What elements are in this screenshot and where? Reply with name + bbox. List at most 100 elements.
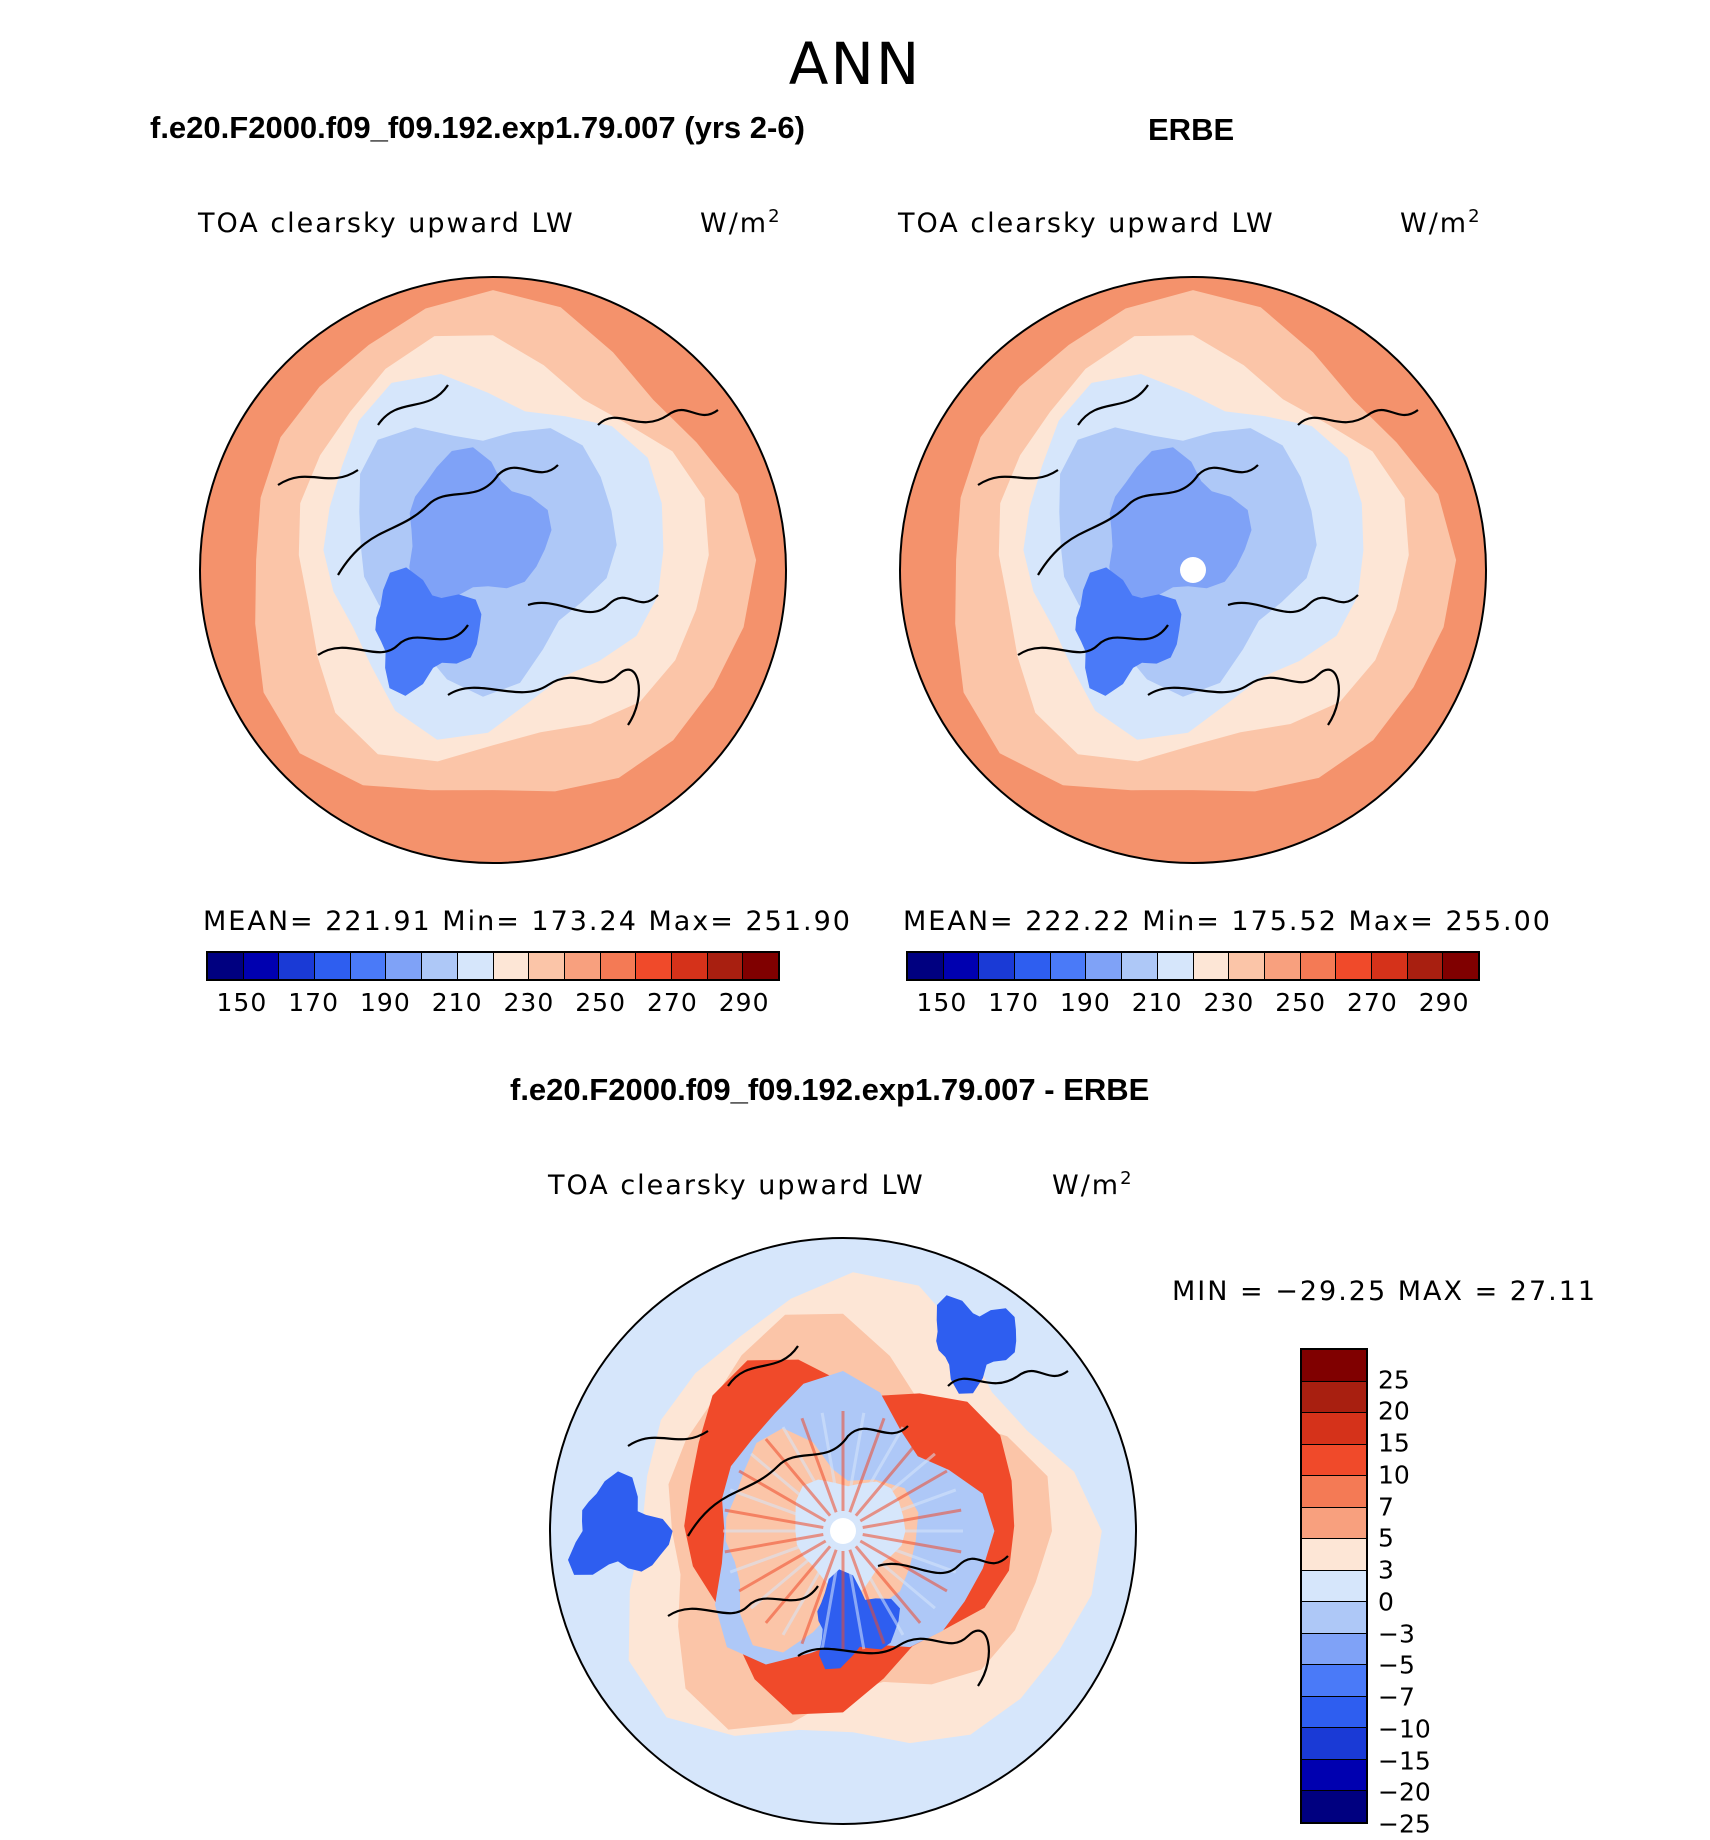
colorbar-swatch — [636, 953, 672, 979]
colorbar-tick-label: 150 — [216, 988, 268, 1017]
obs-units-label: W/m2 — [1400, 206, 1482, 239]
model-variable-label: TOA clearsky upward LW — [198, 208, 575, 239]
colorbar-swatch — [1302, 1381, 1366, 1414]
colorbar-swatch — [243, 953, 280, 979]
model-colorbar — [206, 951, 780, 981]
colorbar-swatch — [1302, 1570, 1366, 1603]
colorbar-tick-label: 0 — [1378, 1587, 1394, 1617]
colorbar-swatch — [1122, 953, 1158, 979]
colorbar-swatch — [1015, 953, 1051, 979]
colorbar-tick-label: 20 — [1378, 1396, 1410, 1426]
colorbar-tick-label: 210 — [1131, 988, 1183, 1017]
colorbar-tick-label: 170 — [288, 988, 339, 1017]
colorbar-swatch — [529, 953, 565, 979]
colorbar-swatch — [671, 953, 708, 979]
colorbar-swatch — [386, 953, 423, 979]
obs-colorbar — [906, 951, 1480, 981]
season-title: ANN — [788, 30, 922, 98]
colorbar-swatch — [564, 953, 601, 979]
colorbar-tick-label: 270 — [647, 988, 698, 1017]
colorbar-tick-label: 230 — [1203, 988, 1255, 1017]
colorbar-swatch — [979, 953, 1016, 979]
colorbar-swatch — [1302, 1476, 1366, 1508]
colorbar-tick-label: −10 — [1378, 1714, 1431, 1744]
obs-stats: MEAN= 222.22 Min= 175.52 Max= 255.00 — [903, 906, 1552, 937]
colorbar-swatch — [707, 953, 744, 979]
diff-colorbar — [1300, 1348, 1368, 1824]
colorbar-swatch — [1086, 953, 1123, 979]
model-stats: MEAN= 221.91 Min= 173.24 Max= 251.90 — [203, 906, 852, 937]
colorbar-tick-label: −25 — [1378, 1809, 1431, 1839]
colorbar-swatch — [1302, 1633, 1366, 1666]
colorbar-swatch — [1157, 953, 1194, 979]
colorbar-swatch — [1336, 953, 1372, 979]
colorbar-tick-label: −3 — [1378, 1619, 1415, 1649]
diff-variable-label: TOA clearsky upward LW — [548, 1170, 925, 1201]
colorbar-swatch — [350, 953, 387, 979]
colorbar-swatch — [1302, 1350, 1366, 1382]
colorbar-swatch — [1300, 953, 1337, 979]
colorbar-swatch — [943, 953, 980, 979]
diff-stats: MIN = −29.25 MAX = 27.11 — [1172, 1276, 1598, 1307]
colorbar-tick-label: 250 — [1275, 988, 1326, 1017]
model-units-label: W/m2 — [700, 206, 782, 239]
colorbar-swatch — [1264, 953, 1301, 979]
diff-colorbar-ticks: 25 20 15 10 7 5 3 0 −3 −5 −7 −10 −15 −20 −25 — [1378, 1348, 1498, 1838]
obs-case-title: ERBE — [1148, 112, 1235, 147]
colorbar-swatch — [1302, 1759, 1366, 1792]
colorbar-tick-label: 3 — [1378, 1555, 1394, 1585]
colorbar-tick-label: 290 — [1418, 988, 1470, 1017]
colorbar-swatch — [600, 953, 637, 979]
colorbar-tick-label: 25 — [1378, 1365, 1410, 1395]
colorbar-swatch — [1302, 1728, 1366, 1760]
colorbar-tick-label: 230 — [503, 988, 555, 1017]
colorbar-swatch — [1302, 1539, 1366, 1571]
colorbar-swatch — [1302, 1665, 1366, 1697]
colorbar-swatch — [208, 953, 244, 979]
colorbar-swatch — [315, 953, 351, 979]
colorbar-swatch — [1302, 1791, 1366, 1822]
colorbar-swatch — [279, 953, 316, 979]
colorbar-swatch — [1407, 953, 1444, 979]
diff-case-title: f.e20.F2000.f09_f09.192.exp1.79.007 - ER… — [510, 1072, 1150, 1107]
colorbar-swatch — [493, 953, 530, 979]
colorbar-swatch — [1302, 1413, 1366, 1445]
colorbar-tick-label: 150 — [916, 988, 968, 1017]
model-case-title: f.e20.F2000.f09_f09.192.exp1.79.007 (yrs… — [150, 110, 805, 145]
colorbar-tick-label: 210 — [431, 988, 483, 1017]
colorbar-tick-label: 15 — [1378, 1428, 1410, 1458]
colorbar-tick-label: 250 — [575, 988, 626, 1017]
colorbar-swatch — [1302, 1696, 1366, 1729]
colorbar-tick-label: 270 — [1347, 988, 1398, 1017]
colorbar-swatch — [1302, 1507, 1366, 1540]
colorbar-tick-label: 290 — [718, 988, 770, 1017]
colorbar-tick-label: 190 — [360, 988, 411, 1017]
colorbar-tick-label: −7 — [1378, 1682, 1415, 1712]
colorbar-swatch — [908, 953, 944, 979]
colorbar-tick-label: 10 — [1378, 1460, 1410, 1490]
colorbar-tick-label: 190 — [1060, 988, 1111, 1017]
colorbar-swatch — [422, 953, 458, 979]
colorbar-swatch — [1302, 1444, 1366, 1477]
obs-polar-map — [899, 276, 1487, 864]
colorbar-swatch — [457, 953, 494, 979]
colorbar-tick-label: 170 — [988, 988, 1039, 1017]
obs-variable-label: TOA clearsky upward LW — [898, 208, 1275, 239]
colorbar-swatch — [1193, 953, 1230, 979]
colorbar-tick-label: −5 — [1378, 1650, 1415, 1680]
colorbar-swatch — [1371, 953, 1408, 979]
colorbar-swatch — [743, 953, 778, 979]
colorbar-swatch — [1302, 1602, 1366, 1634]
colorbar-swatch — [1050, 953, 1087, 979]
colorbar-tick-label: 7 — [1378, 1492, 1394, 1522]
colorbar-swatch — [1229, 953, 1265, 979]
colorbar-tick-label: −20 — [1378, 1777, 1431, 1807]
obs-colorbar-ticks: 150 170 190 210 230 250 270 290 — [906, 988, 1480, 1018]
model-polar-map — [199, 276, 787, 864]
diff-units-label: W/m2 — [1052, 1168, 1134, 1201]
colorbar-tick-label: −15 — [1378, 1746, 1431, 1776]
colorbar-tick-label: 5 — [1378, 1523, 1394, 1553]
diff-polar-map — [549, 1237, 1137, 1825]
model-colorbar-ticks: 150 170 190 210 230 250 270 290 — [206, 988, 780, 1018]
colorbar-swatch — [1443, 953, 1478, 979]
